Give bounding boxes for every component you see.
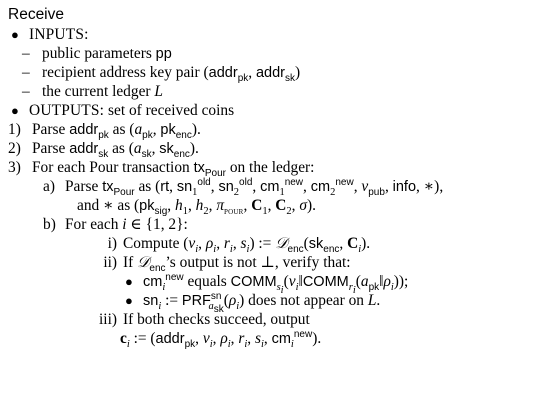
step-3a-label: a)	[43, 178, 55, 195]
step-3b-iii-label: iii)	[99, 311, 117, 328]
step-1-number: 1)	[8, 121, 21, 138]
step-2-text: Parse addrsk as (ask, skenc).	[32, 140, 199, 161]
step-3-text: For each Pour transaction txPour on the …	[32, 159, 315, 180]
dash-icon: –	[22, 45, 30, 62]
input-item-ledger: – the current ledger L	[8, 82, 548, 101]
step-3-number: 3)	[8, 159, 21, 176]
step-3b-iii-continued: ci := (addrpk, vi, ρi, ri, si, cminew).	[8, 328, 548, 351]
algorithm-title-text: Receive	[8, 6, 64, 23]
step-3a-text: Parse txPour as (rt, sn1old, sn2old, cm1…	[65, 176, 444, 199]
step-3b-ii-text: If 𝒟enc’s output is not ⊥, verify that:	[123, 254, 351, 275]
check-commitment: cminew equals COMMsi(vi‖COMMri(apk‖ρi));	[143, 271, 409, 297]
inputs-label: INPUTS:	[29, 26, 89, 43]
algorithm-title: Receive	[8, 5, 548, 25]
step-3: 3) For each Pour transaction txPour on t…	[8, 158, 548, 180]
inputs-heading: ● INPUTS:	[8, 25, 548, 44]
input-public-parameters: public parameters pp	[42, 45, 172, 62]
bullet-icon: ●	[11, 103, 19, 118]
input-item-public-parameters: – public parameters pp	[8, 44, 548, 63]
step-3b-ii-label: ii)	[103, 254, 117, 271]
step-3a-text-continued: and ∗ as (pksig, h1, h2, πpour, C1, C2, …	[77, 197, 316, 218]
check-serial-number: sni := PRFsnask(ρi) does not appear on L…	[143, 290, 381, 316]
step-1: 1) Parse addrpk as (apk, pkenc).	[8, 120, 548, 142]
step-1-text: Parse addrpk as (apk, pkenc).	[32, 121, 201, 142]
step-3b-iii: iii) If both checks succeed, output	[8, 310, 548, 329]
outputs-label: OUTPUTS:	[29, 102, 105, 119]
step-3a-continued: and ∗ as (pksig, h1, h2, πpour, C1, C2, …	[8, 196, 548, 218]
dash-icon: –	[22, 83, 30, 100]
step-3b-text: For each i ∈ {1, 2}:	[65, 216, 188, 233]
outputs-heading: ● OUTPUTS: set of received coins	[8, 101, 548, 120]
step-3b-ii-check-1: ● cminew equals COMMsi(vi‖COMMri(apk‖ρi)…	[8, 271, 548, 297]
step-3b-ii-check-2: ● sni := PRFsnask(ρi) does not appear on…	[8, 290, 548, 316]
input-key-pair: recipient address key pair (addrpk, addr…	[42, 64, 301, 85]
step-3b-i-label: i)	[107, 235, 117, 252]
bullet-icon: ●	[125, 274, 133, 289]
step-3b-i-text: Compute (vi, ρi, ri, si) := 𝒟enc(skenc, …	[123, 235, 371, 256]
step-3b-ii: ii) If 𝒟enc’s output is not ⊥, verify th…	[8, 253, 548, 275]
input-item-key-pair: – recipient address key pair (addrpk, ad…	[8, 63, 548, 85]
step-3a: a) Parse txPour as (rt, sn1old, sn2old, …	[8, 176, 548, 199]
step-3b-iii-text: If both checks succeed, output	[123, 311, 310, 328]
outputs-text: set of received coins	[108, 102, 235, 119]
step-3b-label: b)	[43, 216, 56, 233]
step-3b-iii-output: ci := (addrpk, vi, ρi, ri, si, cminew).	[120, 328, 322, 351]
step-2-number: 2)	[8, 140, 21, 157]
input-ledger: the current ledger L	[42, 83, 163, 100]
step-2: 2) Parse addrsk as (ask, skenc).	[8, 139, 548, 161]
step-3b-i: i) Compute (vi, ρi, ri, si) := 𝒟enc(sken…	[8, 234, 548, 256]
dash-icon: –	[22, 64, 30, 81]
bullet-icon: ●	[125, 293, 133, 308]
bullet-icon: ●	[11, 27, 19, 42]
step-3b: b) For each i ∈ {1, 2}:	[8, 215, 548, 234]
